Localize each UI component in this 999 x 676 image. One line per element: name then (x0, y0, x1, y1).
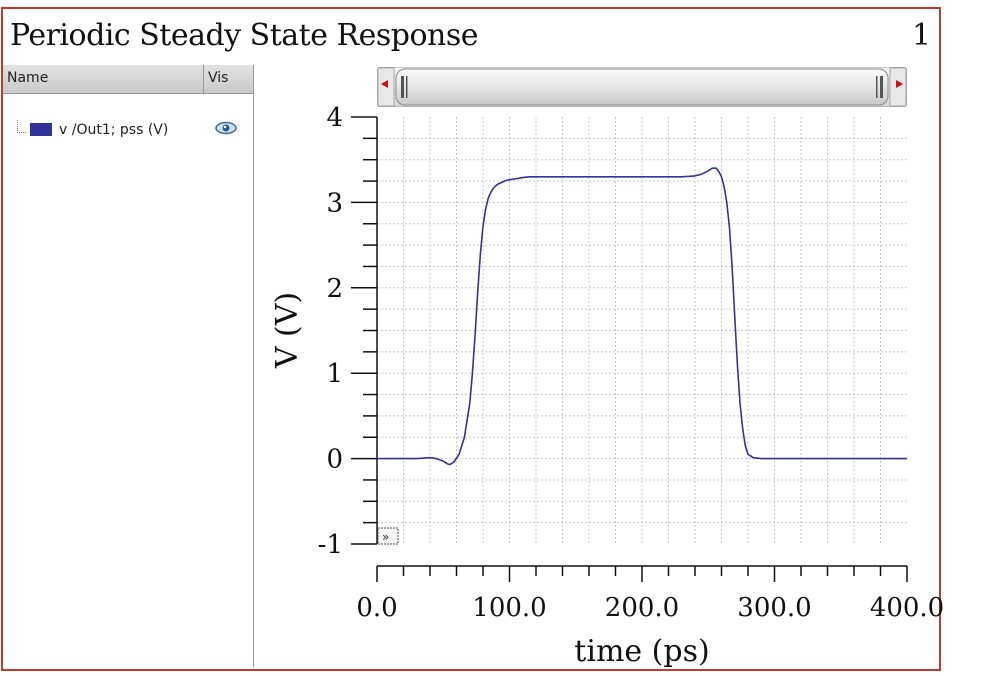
window-title: Periodic Steady State Response (10, 18, 478, 53)
plot-grid (377, 117, 907, 544)
triangle-right-icon[interactable] (889, 67, 907, 107)
x-tick-label: 200.0 (605, 593, 679, 623)
eye-icon[interactable] (215, 121, 237, 135)
y-tick-label: 2 (326, 274, 343, 304)
series-layer (377, 167, 907, 466)
column-header-vis[interactable]: Vis (208, 70, 229, 86)
double-chevron-icon: » (382, 530, 389, 544)
x-axis-title: time (ps) (574, 634, 709, 669)
series-label[interactable]: v /Out1; pss (V) (59, 122, 169, 138)
y-axis-title: V (V) (270, 292, 305, 369)
y-tick-label: 0 (326, 445, 343, 475)
column-divider[interactable] (203, 65, 204, 93)
x-tick-label: 0.0 (356, 593, 397, 623)
y-tick-label: 1 (326, 359, 343, 389)
x-tick-label: 100.0 (472, 593, 546, 623)
series-color-swatch[interactable] (30, 123, 52, 136)
column-header-name[interactable]: Name (7, 70, 49, 86)
tick-labels: -1 0 1 2 3 4 0.0 100.0 200.0 300.0 400.0 (318, 103, 945, 623)
series-line[interactable] (377, 167, 907, 466)
y-tick-label: -1 (318, 530, 343, 560)
tick-marks (351, 116, 908, 582)
x-tick-label: 400.0 (870, 593, 944, 623)
triangle-left-icon[interactable] (377, 67, 395, 107)
legend-panel: Name Vis v /Out1; pss (V) (3, 65, 254, 667)
y-tick-label: 4 (326, 103, 343, 133)
scrollbar-left-grip-2[interactable] (406, 76, 408, 98)
x-tick-label: 300.0 (737, 593, 811, 623)
scrollbar-right-grip[interactable] (876, 76, 878, 98)
scrollbar-right-grip-2[interactable] (880, 76, 883, 98)
scrollbar-left-grip[interactable] (401, 76, 404, 98)
legend-header: Name Vis (3, 65, 253, 94)
tree-connector (17, 120, 26, 133)
scrollbar-thumb[interactable] (395, 68, 889, 106)
expand-button[interactable]: » (377, 527, 399, 545)
time-scrollbar[interactable] (377, 67, 907, 107)
y-tick-label: 3 (326, 188, 343, 218)
page-number: 1 (912, 18, 932, 53)
